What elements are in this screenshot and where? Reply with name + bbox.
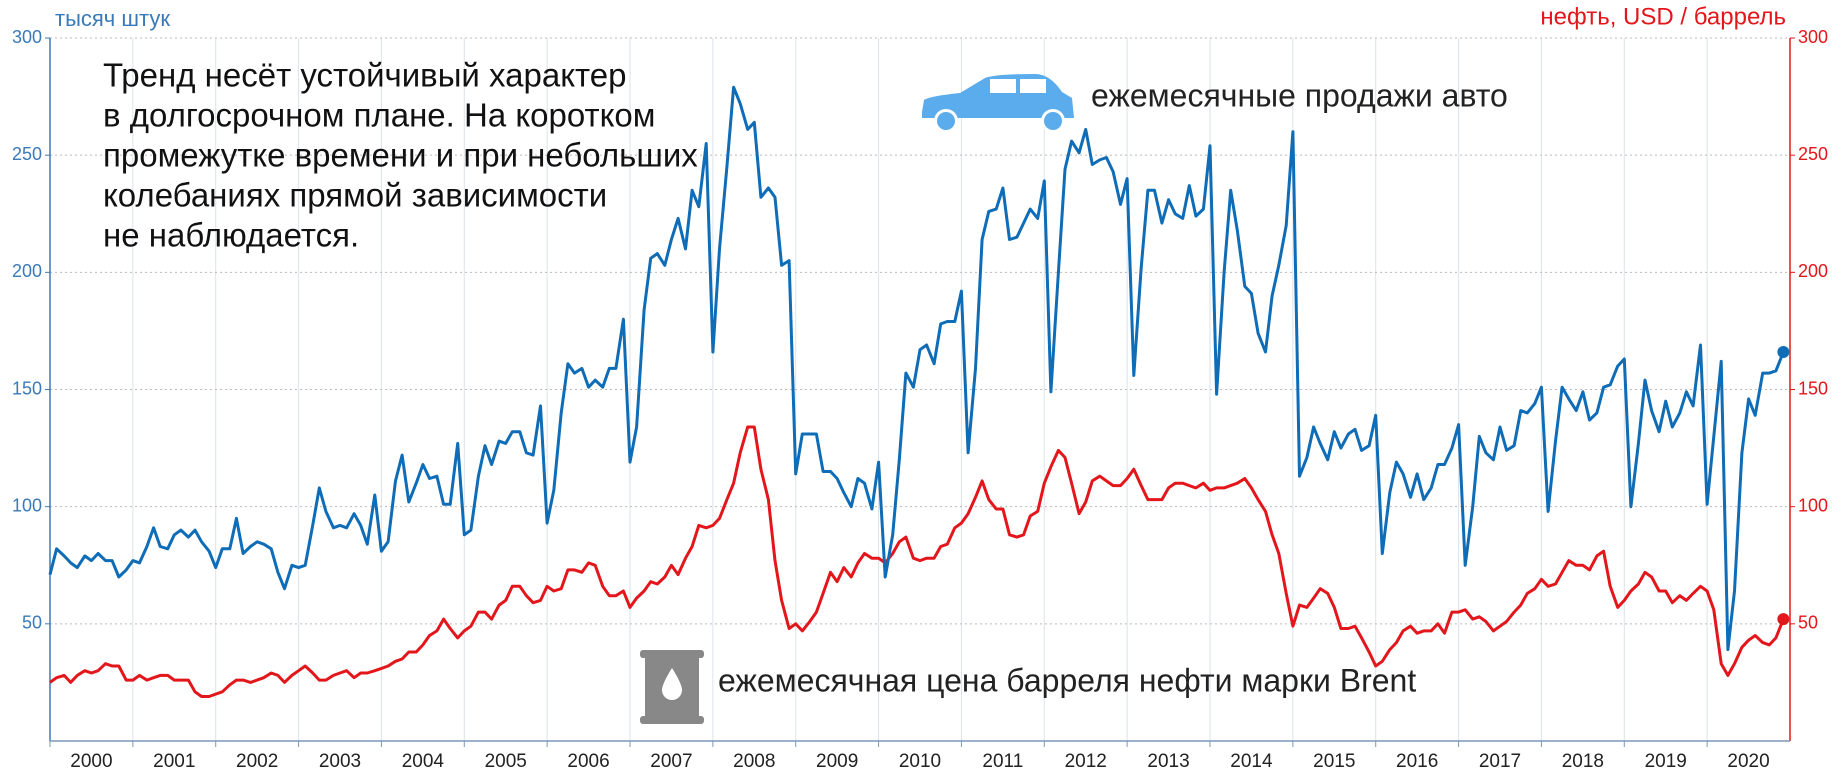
x-tick-label: 2012	[1065, 751, 1107, 772]
y-tick-label: 200	[12, 261, 42, 281]
x-tick-label: 2011	[982, 751, 1023, 772]
annotation-line: в долгосрочном плане. На коротком	[103, 97, 655, 134]
y2-tick-label: 250	[1798, 144, 1828, 164]
legend-label: ежемесячная цена барреля нефти марки Bre…	[718, 662, 1416, 698]
legend-label: ежемесячные продажи авто	[1091, 77, 1508, 113]
annotation-line: Тренд несёт устойчивый характер	[103, 57, 626, 94]
y-tick-label: 100	[12, 495, 42, 515]
end-dot	[1777, 613, 1790, 626]
x-tick-label: 2000	[70, 751, 112, 772]
annotation-line: колебаниях прямой зависимости	[103, 177, 607, 214]
series-line	[49, 425, 1785, 698]
y-tick-label: 300	[12, 27, 42, 47]
x-tick-label: 2019	[1645, 751, 1687, 772]
series-line	[48, 85, 1785, 652]
x-tick-label: 2007	[650, 751, 692, 772]
y2-tick-label: 100	[1798, 495, 1828, 515]
y2-tick-label: 200	[1798, 261, 1828, 281]
barrel-icon	[640, 650, 704, 724]
x-tick-label: 2009	[816, 751, 858, 772]
x-tick-label: 2013	[1147, 751, 1189, 772]
y2-tick-label: 300	[1798, 27, 1828, 47]
x-tick-label: 2003	[319, 751, 361, 772]
marks	[48, 85, 1790, 698]
annotation-line: не наблюдается.	[103, 217, 359, 254]
x-tick-label: 2020	[1727, 751, 1769, 772]
x-tick-label: 2015	[1313, 751, 1355, 772]
annotation-line: промежутке времени и при небольших	[103, 137, 698, 174]
x-tick-label: 2008	[733, 751, 775, 772]
y-tick-label: 50	[22, 613, 42, 633]
grid: 2000 2001 2002 2003 2004 2005 2006 2007 2008 2009…	[12, 27, 1828, 772]
x-tick-label: 2016	[1396, 751, 1438, 772]
car-icon	[922, 74, 1074, 133]
y-tick-label: 150	[12, 378, 42, 398]
end-dot	[1777, 346, 1790, 359]
x-tick-label: 2006	[567, 751, 609, 772]
x-tick-label: 2010	[899, 751, 941, 772]
y2-axis-label: нефть, USD / баррель	[1540, 3, 1786, 30]
x-tick-label: 2017	[1479, 751, 1521, 772]
y-tick-label: 250	[12, 144, 42, 164]
x-tick-label: 2005	[485, 751, 527, 772]
x-tick-label: 2002	[236, 751, 278, 772]
y2-tick-label: 150	[1798, 378, 1828, 398]
x-tick-label: 2001	[153, 751, 195, 772]
x-tick-label: 2004	[402, 751, 445, 772]
y2-tick-label: 50	[1798, 613, 1818, 633]
x-tick-label: 2014	[1230, 751, 1273, 772]
y-axis-label: тысяч штук	[55, 6, 170, 31]
x-tick-label: 2018	[1562, 751, 1604, 772]
